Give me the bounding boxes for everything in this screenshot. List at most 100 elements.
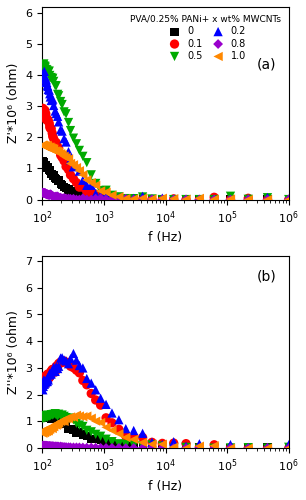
Point <box>286 196 291 203</box>
Point <box>71 163 76 171</box>
Point <box>47 144 52 152</box>
Point <box>150 441 155 449</box>
Point <box>93 430 98 438</box>
Point <box>44 142 49 150</box>
Point <box>43 442 48 450</box>
Point <box>89 379 94 387</box>
Point <box>50 132 55 140</box>
Point <box>56 144 61 152</box>
Point <box>45 442 50 450</box>
Point <box>45 142 50 150</box>
Point <box>89 182 94 190</box>
Point <box>80 364 85 372</box>
Point <box>140 192 145 200</box>
Point <box>43 411 48 419</box>
Point <box>42 380 47 388</box>
Point <box>93 417 98 425</box>
Point <box>41 108 46 116</box>
Point <box>40 430 45 438</box>
Point <box>46 164 51 172</box>
Point <box>89 178 94 186</box>
Point <box>44 377 49 385</box>
Point <box>55 362 60 370</box>
Point <box>140 430 145 438</box>
Point <box>140 196 145 203</box>
Point <box>71 364 76 372</box>
Point <box>48 370 53 378</box>
Point <box>44 378 49 386</box>
Point <box>47 123 52 131</box>
Point <box>45 414 50 422</box>
Point <box>104 190 109 198</box>
Point <box>212 195 217 203</box>
Point <box>47 425 52 433</box>
Point <box>51 78 56 86</box>
Point <box>45 427 50 435</box>
Point <box>47 166 52 174</box>
Point <box>53 368 58 376</box>
Point <box>131 426 136 434</box>
Point <box>77 196 82 203</box>
Point <box>80 422 85 430</box>
Point <box>212 444 217 452</box>
Point <box>44 190 49 198</box>
Point <box>160 196 165 203</box>
Point <box>53 420 58 428</box>
Point <box>160 194 165 202</box>
Point <box>77 167 82 175</box>
Point <box>47 370 52 378</box>
Point <box>43 190 48 198</box>
Point <box>41 414 46 422</box>
Point <box>60 100 65 108</box>
Point <box>44 76 49 84</box>
Point <box>184 196 188 203</box>
Point <box>58 442 63 450</box>
Point <box>43 412 48 420</box>
Point <box>60 194 65 202</box>
Point <box>104 438 109 446</box>
Point <box>44 142 49 150</box>
Point <box>265 195 270 203</box>
Point <box>131 194 136 202</box>
Point <box>50 192 55 200</box>
Point <box>44 116 49 124</box>
Point <box>62 134 66 142</box>
Point <box>150 196 155 203</box>
Point <box>110 192 114 200</box>
Point <box>64 162 69 170</box>
Point <box>56 194 61 202</box>
Point <box>47 442 52 450</box>
Point <box>93 190 98 198</box>
Point <box>62 183 66 191</box>
Point <box>62 420 66 428</box>
Point <box>50 192 55 200</box>
Point <box>89 414 94 422</box>
Point <box>45 143 50 151</box>
Point <box>71 175 76 183</box>
Point <box>74 164 79 172</box>
Point <box>131 436 136 444</box>
Point <box>42 428 47 436</box>
Point <box>197 442 202 450</box>
Point <box>51 145 56 153</box>
Point <box>160 442 165 450</box>
Point <box>150 438 155 446</box>
Point <box>55 90 60 98</box>
Point <box>50 442 55 450</box>
Point <box>45 414 50 422</box>
Point <box>140 194 145 202</box>
Point <box>80 183 85 191</box>
Point <box>84 444 89 452</box>
Point <box>117 416 121 424</box>
Point <box>171 438 176 446</box>
Point <box>56 118 61 126</box>
Point <box>44 442 49 450</box>
Point <box>150 444 155 452</box>
Point <box>43 427 48 435</box>
Point <box>66 186 71 194</box>
Point <box>66 414 71 422</box>
Point <box>64 138 69 146</box>
Point <box>43 377 48 385</box>
Point <box>66 358 71 366</box>
Point <box>265 196 270 203</box>
